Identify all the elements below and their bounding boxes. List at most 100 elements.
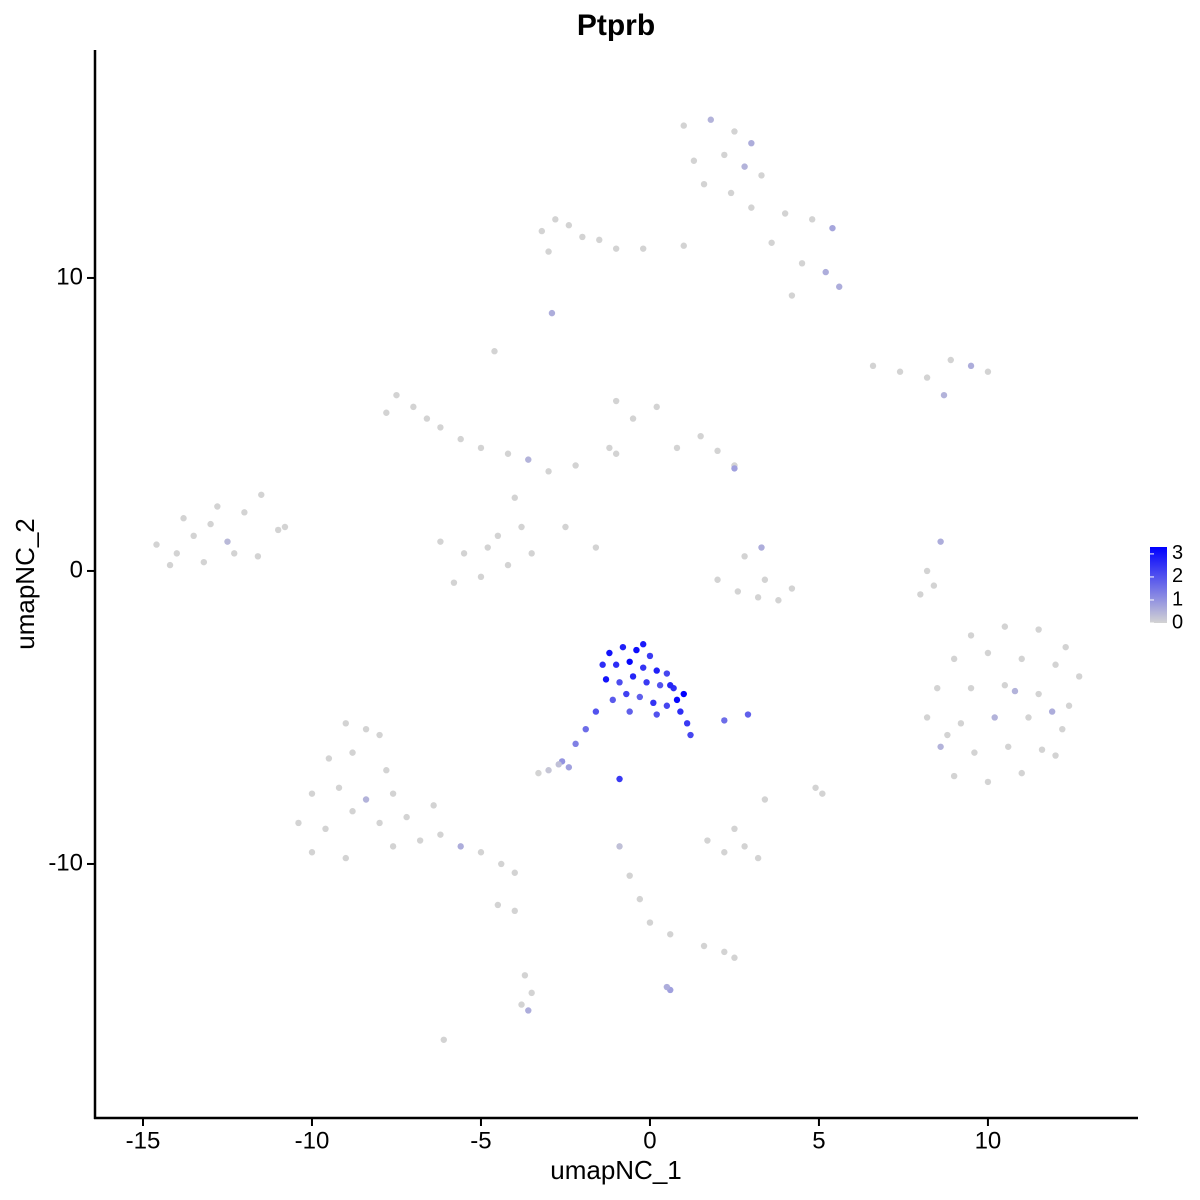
cell-point [342,720,349,727]
y-tick-label: -10 [48,849,83,876]
cell-point [731,954,738,961]
cell-point [700,942,708,950]
cell-point [241,509,248,516]
cell-point [744,711,752,718]
cell-point [609,696,616,704]
cell-point [308,849,316,856]
cell-point [626,708,633,715]
cell-point [477,444,485,452]
cell-point [430,802,437,809]
cell-point [552,216,559,223]
cell-point [646,919,654,926]
cell-point [592,544,600,551]
cell-point [754,854,762,862]
cell-point [504,450,512,457]
cell-point [525,456,532,463]
cell-point [484,544,491,551]
cell-point [518,1001,525,1008]
cell-point [636,693,644,701]
cell-point [322,825,329,833]
cell-point [376,731,383,739]
cell-point [602,676,610,683]
cell-point [869,362,877,370]
cell-point [335,784,343,791]
x-tick-label: 0 [643,1127,656,1154]
cell-point [1038,746,1046,753]
cell-point [640,245,647,252]
cell-point [258,491,265,498]
cell-point [1011,687,1019,695]
x-tick-label: -10 [295,1127,330,1154]
cell-point [923,714,931,721]
cell-point [592,708,600,715]
cell-point [650,699,657,707]
cell-point [653,403,660,411]
x-tick-label: 5 [812,1127,825,1154]
cell-point [957,720,965,727]
cell-point [937,538,944,545]
cell-point [494,901,502,909]
cell-point [677,708,684,715]
cell-point [984,778,992,786]
cell-point [214,503,221,510]
cell-point [923,567,931,575]
cell-point [917,591,924,598]
cell-point [950,655,958,663]
cell-point [656,682,664,689]
cell-point [923,374,931,381]
cell-point [1001,682,1009,689]
cell-point [640,641,647,648]
cell-point [944,731,951,739]
cell-point [714,576,721,583]
cell-point [437,831,444,838]
cell-point [612,661,620,668]
cell-point [457,435,464,443]
cell-point [528,550,535,557]
points [153,116,1083,1043]
cell-point [798,260,806,267]
cell-point [383,409,390,416]
cell-point [714,447,721,455]
cell-point [754,594,762,601]
cell-point [383,767,390,774]
cell-point [721,151,728,159]
cell-point [629,673,637,680]
cell-point [457,843,464,850]
cell-point [687,731,694,739]
cell-point [683,720,691,727]
cell-point [663,670,671,677]
y-tick-label: 0 [70,556,83,583]
cell-point [819,790,826,797]
cell-point [680,690,687,698]
cell-point [991,714,998,721]
cell-point [707,116,714,123]
cell-point [616,843,623,850]
cell-point [937,743,944,750]
cell-point [788,585,796,592]
cell-point [663,983,671,991]
cell-point [562,523,569,531]
cell-point [934,684,941,692]
cell-point [612,450,620,457]
cell-point [653,711,660,718]
cell-point [640,664,647,671]
cell-point [612,245,620,252]
cell-point [572,462,579,469]
cell-point [626,872,633,879]
cell-point [623,690,630,698]
cell-point [224,538,231,545]
cell-point [477,573,485,581]
x-axis-title: umapNC_1 [550,1155,682,1185]
cell-point [545,248,552,255]
cell-point [190,532,197,540]
cell-point [1062,643,1069,651]
chart-title: Ptprb [577,9,655,42]
colorbar [1150,547,1167,623]
cell-point [606,444,613,452]
cell-point [727,189,735,197]
cell-point [822,268,829,276]
cell-point [376,819,383,827]
cell-point [528,989,535,997]
